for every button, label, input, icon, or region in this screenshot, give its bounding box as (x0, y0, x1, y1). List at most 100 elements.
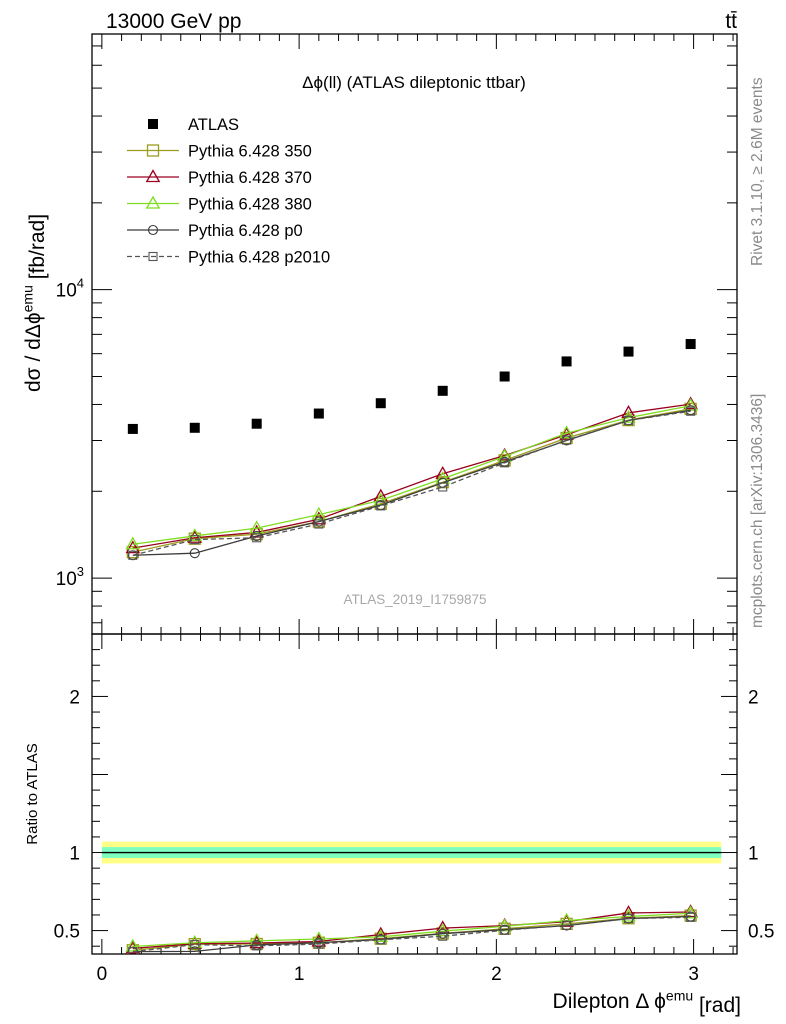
legend-item-pythia-6-428-350: Pythia 6.428 350 (127, 143, 312, 161)
ratio-uncertainty-band (101, 841, 722, 864)
legend-label: Pythia 6.428 p2010 (188, 249, 330, 267)
data-point (561, 356, 572, 367)
data-point (311, 506, 327, 520)
legend-marker (145, 195, 161, 209)
main-y-tick-label: 103 (56, 564, 84, 590)
x-tick-label: 0 (97, 964, 108, 985)
legend-item-pythia-6-428-380: Pythia 6.428 380 (127, 196, 312, 214)
data-point (314, 519, 324, 529)
legend-label: Pythia 6.428 370 (188, 169, 312, 187)
data-point (438, 482, 448, 492)
ratio-point (438, 931, 448, 941)
main-series (125, 339, 698, 561)
data-point (189, 422, 200, 433)
ratio-y-tick-label-right: 0.5 (748, 922, 774, 943)
data-point (559, 425, 574, 439)
mcplots-label: mcplots.cern.ch [arXiv:1306.3436] (749, 394, 766, 628)
series-atlas (127, 339, 696, 434)
legend-marker (146, 144, 160, 157)
legend-label: Pythia 6.428 p0 (188, 222, 303, 240)
ratio-line (132, 912, 691, 948)
ratio-point (190, 940, 200, 950)
legend-marker (145, 169, 161, 183)
data-point (685, 339, 696, 350)
ratio-line (132, 911, 691, 950)
ratio-y-tick-label-right: 2 (748, 687, 759, 708)
ratio-point (314, 939, 324, 949)
legend-label: Pythia 6.428 380 (188, 196, 312, 214)
ratio-panel: 0.5 0.5 1 1 2 2 Ratio to ATLAS 0 1 2 3 Dilepton … (24, 633, 775, 1017)
ratio-point (683, 905, 698, 919)
series-line (132, 403, 691, 549)
ratio-point (621, 905, 636, 919)
data-point (686, 406, 696, 416)
data-point (251, 418, 262, 429)
data-point (437, 385, 448, 396)
main-title: Δϕ(ll) (ATLAS dileptonic ttbar) (302, 73, 526, 92)
legend-label: ATLAS (188, 116, 239, 134)
legend-item-pythia-6-428-370: Pythia 6.428 370 (127, 169, 312, 187)
series-pythia-6-428-370 (125, 396, 698, 554)
legend: ATLAS Pythia 6.428 350 Pythia 6.428 370 Pyt… (127, 116, 330, 267)
main-panel: Δϕ(ll) (ATLAS dileptonic ttbar) ATLAS_20… (19, 33, 738, 635)
ratio-series (125, 904, 698, 954)
ratio-axis-ticks (92, 634, 737, 954)
ratio-y-tick-label-left: 0.5 (54, 922, 80, 943)
data-point (683, 397, 698, 411)
series-line (132, 405, 691, 545)
ratio-y-axis-label: Ratio to ATLAS (24, 743, 41, 844)
data-point (252, 533, 262, 543)
ratio-point (128, 947, 138, 954)
rivet-label: Rivet 3.1.10, ≥ 2.6M events (749, 77, 766, 266)
ratio-point (562, 920, 572, 930)
ratio-y-tick-labels: 0.5 0.5 1 1 2 2 (54, 687, 775, 942)
watermark: ATLAS_2019_I1759875 (343, 592, 486, 607)
data-point (499, 371, 510, 382)
series-line (132, 410, 691, 556)
x-tick-label: 3 (688, 964, 699, 985)
data-point (190, 535, 200, 545)
ratio-point (623, 914, 634, 924)
data-point (683, 396, 698, 410)
process-label: tt̄ (725, 10, 737, 33)
data-point (249, 520, 265, 534)
ratio-point (189, 946, 200, 954)
data-point (249, 524, 265, 538)
series-pythia-6-428-380 (125, 397, 698, 550)
data-point (500, 458, 510, 468)
data-point (313, 408, 324, 419)
legend-marker (148, 119, 158, 129)
ratio-series-pythia-6-428-370 (125, 904, 698, 954)
ratio-series-pythia-6-428-p2010 (128, 912, 696, 954)
data-point (497, 448, 512, 462)
legend-item-pythia-6-428-p2010: Pythia 6.428 p2010 (127, 249, 330, 267)
ratio-point (686, 912, 696, 922)
ratio-frame (91, 633, 738, 955)
legend-marker (147, 224, 159, 236)
data-point (125, 540, 141, 554)
ratio-y-tick-label-right: 1 (748, 844, 759, 865)
x-axis-label: Dilepton Δ ϕemu [rad] (553, 987, 741, 1017)
data-point (623, 346, 634, 357)
data-point (125, 536, 141, 550)
ratio-point (376, 935, 386, 945)
legend-item-pythia-6-428-p0: Pythia 6.428 p0 (127, 222, 303, 240)
legend-label: Pythia 6.428 350 (188, 143, 312, 161)
main-y-tick-labels: 103 104 (56, 276, 84, 590)
x-tick-labels: 0 1 2 3 (97, 964, 699, 985)
energy-label: 13000 GeV pp (106, 10, 241, 33)
data-point (375, 398, 386, 409)
data-point (187, 528, 203, 542)
series-pythia-6-428-p2010 (128, 406, 696, 560)
main-y-axis-label: dσ / dΔϕemu [fb/rad] (19, 214, 49, 392)
ratio-line (132, 916, 691, 953)
data-point (189, 548, 200, 559)
ratio-point (252, 941, 262, 951)
ratio-y-tick-label-left: 1 (69, 844, 80, 865)
data-point (128, 550, 138, 560)
legend-item-atlas: ATLAS (148, 116, 239, 134)
main-y-tick-label: 104 (56, 276, 84, 302)
ratio-point (500, 925, 510, 935)
legend-marker (148, 251, 158, 262)
ratio-y-tick-label-left: 2 (69, 687, 80, 708)
